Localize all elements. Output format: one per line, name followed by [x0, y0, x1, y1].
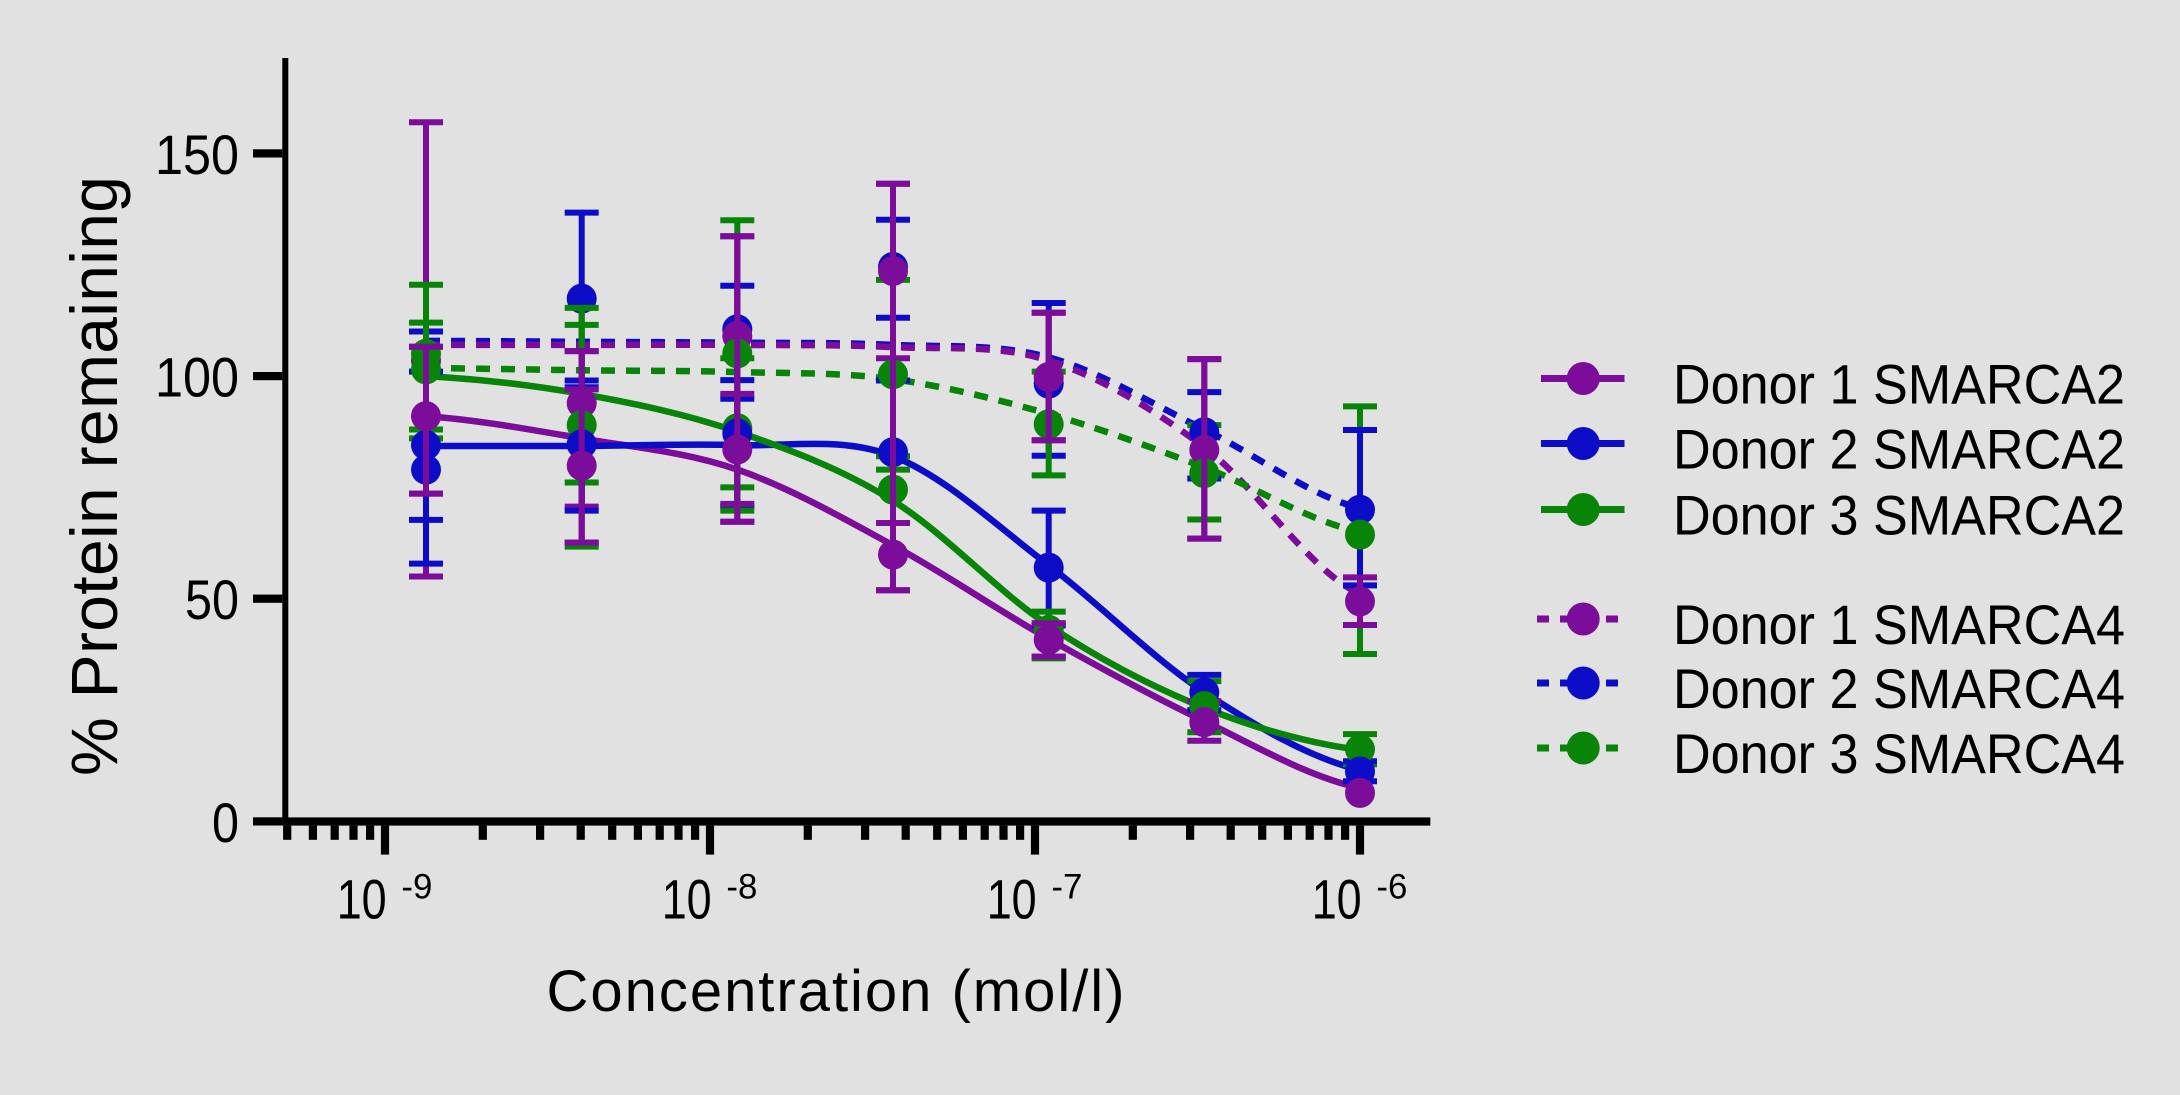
svg-text:100: 100	[155, 346, 239, 409]
svg-text:-7: -7	[1051, 868, 1082, 907]
svg-text:-9: -9	[401, 868, 432, 907]
svg-text:10: 10	[337, 867, 387, 930]
svg-text:0: 0	[212, 791, 239, 854]
svg-text:Donor 3 SMARCA4: Donor 3 SMARCA4	[1673, 722, 2125, 785]
svg-text:% Protein remaining: % Protein remaining	[57, 176, 131, 776]
svg-text:50: 50	[185, 568, 239, 631]
svg-text:10: 10	[1312, 867, 1362, 930]
svg-text:Donor 2 SMARCA2: Donor 2 SMARCA2	[1673, 418, 2125, 481]
svg-text:150: 150	[155, 123, 239, 186]
svg-text:Donor 1 SMARCA4: Donor 1 SMARCA4	[1673, 593, 2125, 656]
svg-text:-6: -6	[1376, 868, 1407, 907]
svg-text:Donor 3 SMARCA2: Donor 3 SMARCA2	[1673, 484, 2125, 547]
svg-text:10: 10	[987, 867, 1037, 930]
svg-text:-8: -8	[726, 868, 757, 907]
svg-text:Donor 2 SMARCA4: Donor 2 SMARCA4	[1673, 657, 2125, 720]
svg-text:10: 10	[662, 867, 712, 930]
svg-text:Donor 1 SMARCA2: Donor 1 SMARCA2	[1673, 353, 2125, 416]
svg-text:Concentration (mol/l): Concentration (mol/l)	[547, 959, 1125, 1024]
